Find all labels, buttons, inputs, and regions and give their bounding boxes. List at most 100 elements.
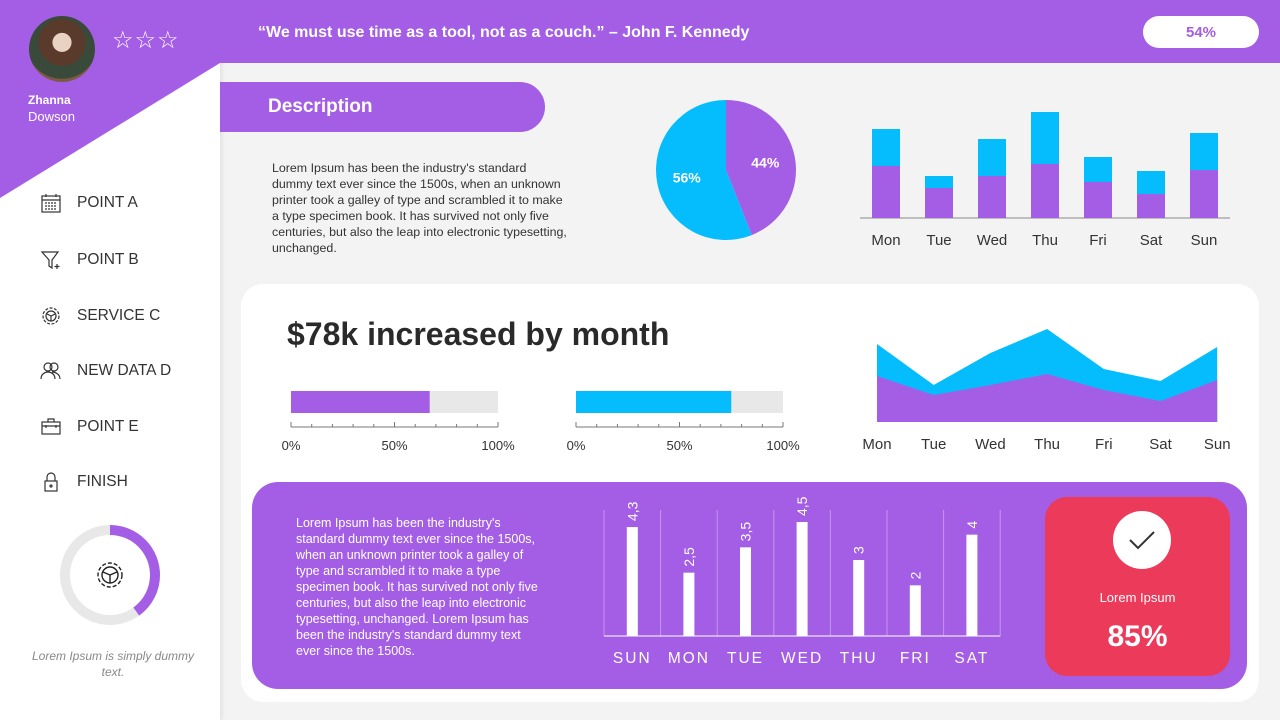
bar-segment (1084, 182, 1112, 218)
bar (853, 560, 865, 636)
sidebar-item-point-e[interactable]: POINT E (40, 413, 220, 441)
x-tick-label: SUN (613, 650, 652, 667)
progress-tick-label: 100% (766, 438, 800, 453)
toolbox-icon (41, 418, 61, 435)
calendar-icon (41, 194, 61, 213)
x-tick-label: Thu (1034, 436, 1060, 453)
bar-segment (872, 166, 900, 218)
bar-segment (1137, 194, 1165, 218)
data-label: 4 (964, 521, 980, 529)
bar-segment (925, 188, 953, 218)
sidebar-item-new-data-d[interactable]: NEW DATA D (40, 357, 220, 385)
pie-chart: 44% 56% (656, 100, 796, 240)
user-first-name: Zhanna (28, 93, 71, 107)
progress-fill (291, 391, 430, 413)
x-tick-label: Tue (926, 232, 951, 249)
bar (626, 527, 638, 636)
sidebar-item-service-c[interactable]: SERVICE C (40, 302, 220, 330)
bar (966, 534, 978, 636)
x-tick-label: Fri (1095, 436, 1113, 453)
x-tick-label: Thu (1032, 232, 1058, 249)
pie-slice (726, 100, 796, 236)
x-tick-label: Sun (1204, 436, 1231, 453)
main-title: $78k increased by month (287, 316, 670, 352)
bar-segment (1084, 157, 1112, 182)
progress-tick-label: 0% (282, 438, 301, 453)
progress-tick-label: 100% (481, 438, 515, 453)
description-text: Lorem Ipsum has been the industry's stan… (272, 161, 567, 255)
data-label: 4,5 (794, 496, 810, 516)
pie-slice-label: 56% (673, 169, 702, 185)
bottom-text: Lorem Ipsum has been the industry's stan… (296, 516, 538, 658)
bar-segment (1031, 164, 1059, 218)
donut-caption: Lorem Ipsum is simply dummy text. (31, 649, 195, 679)
data-label: 2,5 (681, 547, 697, 567)
sidebar-item-finish[interactable]: FINISH (40, 468, 220, 496)
bar-segment (1137, 171, 1165, 194)
area-series (877, 374, 1218, 422)
data-label: 3,5 (738, 522, 754, 542)
header-bar (220, 0, 1280, 63)
sidebar-item-point-a[interactable]: POINT A (40, 189, 220, 217)
users-icon (40, 362, 61, 380)
x-tick-label: FRI (900, 650, 931, 667)
x-tick-label: Tue (921, 436, 946, 453)
bar-segment (978, 176, 1006, 218)
check-icon (1113, 511, 1171, 569)
avatar[interactable] (29, 16, 95, 82)
x-tick-label: MON (668, 650, 710, 667)
bar-segment (1190, 170, 1218, 218)
x-tick-label: Fri (1089, 232, 1107, 249)
x-tick-label: THU (840, 650, 878, 667)
x-tick-label: SAT (954, 650, 989, 667)
bar (796, 522, 808, 636)
gear-steering-icon (97, 562, 123, 588)
progress-tick-label: 50% (381, 438, 407, 453)
kpi-value: 85% (1107, 620, 1168, 653)
area-chart: Mon Tue Wed Thu Fri Sat Sun (862, 329, 1231, 453)
sidebar-item-label: POINT A (77, 194, 138, 211)
x-tick-label: Wed (977, 232, 1008, 249)
weekly-bar-chart: 4,3 SUN 2,5 MON 3,5 TUE 4,5 WED 3 THU 2 FRI 4 SAT (603, 496, 1001, 667)
bar (909, 585, 921, 636)
x-tick-label: Sun (1191, 232, 1218, 249)
progress-tick-label: 50% (666, 438, 692, 453)
header-quote: “We must use time as a tool, not as a co… (258, 24, 750, 41)
sidebar-item-label: FINISH (77, 473, 128, 490)
sidebar-item-point-b[interactable]: POINT B (40, 246, 220, 274)
description-title: Description (220, 82, 545, 132)
data-label: 4,3 (624, 501, 640, 521)
sidebar: ☆☆☆ Zhanna Dowson POINT A POINT B SERVIC… (0, 0, 220, 720)
bar-segment (1031, 112, 1059, 164)
bar (740, 547, 751, 636)
x-tick-label: Mon (871, 232, 900, 249)
sidebar-item-label: NEW DATA D (77, 362, 172, 379)
x-tick-label: Mon (862, 436, 891, 453)
x-tick-label: TUE (727, 650, 764, 667)
pie-slice (656, 100, 752, 240)
pie-slice-label: 44% (751, 155, 780, 171)
bar-segment (978, 139, 1006, 176)
bar-segment (872, 129, 900, 166)
sidebar-item-label: POINT B (77, 251, 139, 268)
data-label: 2 (907, 571, 923, 579)
kpi-label: Lorem Ipsum (1099, 590, 1176, 605)
progress-tick-label: 0% (567, 438, 586, 453)
lock-icon (44, 472, 58, 492)
user-last-name: Dowson (28, 109, 75, 124)
bar (683, 572, 695, 636)
stacked-bar-chart: Mon Tue Wed Thu Fri Sat Sun (860, 112, 1230, 249)
donut-progress-arc (60, 525, 160, 625)
x-tick-label: Sat (1149, 436, 1172, 453)
rating-stars[interactable]: ☆☆☆ (112, 27, 180, 54)
progress-bars: 0% 50% 100% 0% 50% 100% (282, 391, 800, 453)
gear-steering-icon (42, 307, 60, 325)
bar-segment (1190, 133, 1218, 170)
sidebar-item-label: SERVICE C (77, 307, 161, 324)
bar-segment (925, 176, 953, 188)
data-label: 3 (851, 546, 867, 554)
progress-donut (60, 525, 160, 625)
funnel-plus-icon (40, 251, 60, 270)
x-tick-label: Sat (1140, 232, 1163, 249)
header-percent-badge: 54% (1143, 16, 1259, 48)
